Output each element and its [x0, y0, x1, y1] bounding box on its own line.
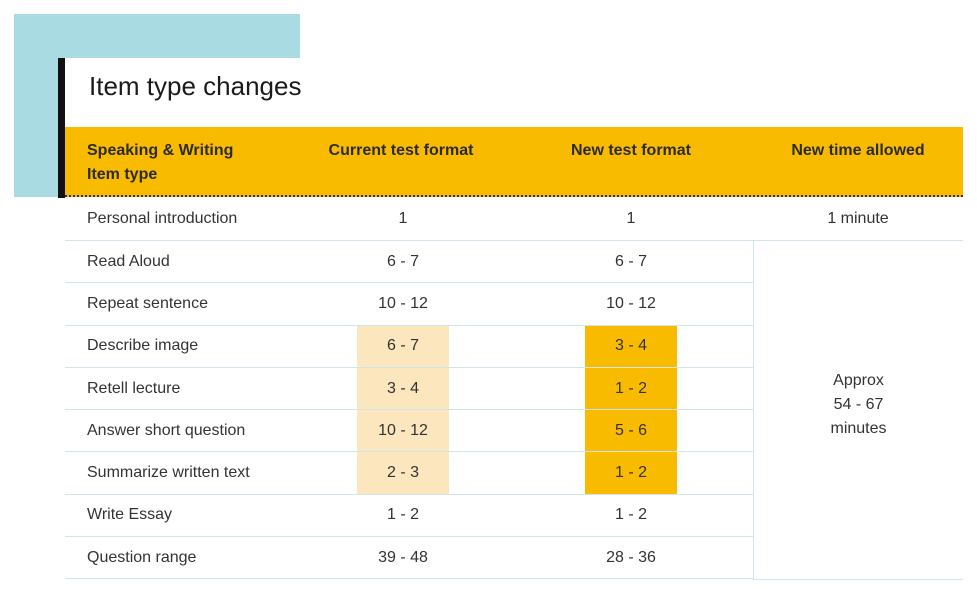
new-format-cell: 6 - 7 — [614, 252, 647, 270]
item-type-table: Speaking & Writing Item type Current tes… — [65, 127, 963, 580]
header-current-format: Current test format — [328, 142, 474, 159]
item-type-cell: Describe image — [87, 337, 199, 355]
current-format-cell: 10 - 12 — [378, 294, 428, 312]
table-header: Speaking & Writing Item type Current tes… — [65, 127, 963, 197]
new-format-cell: 28 - 36 — [606, 548, 656, 566]
card-accent-bar — [58, 58, 65, 198]
current-format-cell-highlighted: 2 - 3 — [357, 452, 449, 494]
current-format-cell-highlighted: 10 - 12 — [357, 410, 449, 452]
item-type-cell: Question range — [87, 548, 197, 566]
table-row: Describe image 6 - 7 3 - 4 — [65, 325, 963, 368]
table-row: Repeat sentence 10 - 12 10 - 12 — [65, 283, 963, 326]
item-type-cell: Summarize written text — [87, 464, 250, 482]
current-format-cell: 6 - 7 — [386, 252, 419, 270]
new-format-cell-highlighted: 5 - 6 — [585, 410, 677, 452]
item-type-cell: Write Essay — [87, 506, 173, 524]
header-item-type-line1: Speaking & Writing — [87, 142, 234, 159]
approx-time-line2: 54 - 67 — [833, 396, 884, 413]
new-format-cell: 1 — [626, 209, 636, 227]
approx-time-line3: minutes — [830, 420, 887, 437]
item-type-cell: Personal introduction — [87, 209, 238, 227]
new-format-cell: 1 - 2 — [614, 506, 647, 524]
new-format-cell: 10 - 12 — [606, 294, 656, 312]
header-time-allowed: New time allowed — [791, 142, 925, 159]
page-title: Item type changes — [89, 71, 302, 101]
table-row-total: Question range 39 - 48 28 - 36 — [65, 537, 963, 580]
header-item-type: Speaking & Writing Item type — [87, 139, 317, 187]
current-format-cell-highlighted: 3 - 4 — [357, 367, 449, 410]
item-type-cell: Retell lecture — [87, 379, 181, 397]
table-row: Read Aloud 6 - 7 6 - 7 — [65, 241, 963, 284]
new-format-cell-highlighted: 1 - 2 — [585, 452, 677, 494]
item-type-cell: Repeat sentence — [87, 294, 208, 312]
item-type-cell: Read Aloud — [87, 252, 170, 270]
item-type-cell: Answer short question — [87, 421, 246, 439]
merged-time-cell: Approx 54 - 67 minutes — [753, 241, 963, 580]
new-format-cell-highlighted: 1 - 2 — [585, 367, 677, 410]
table-row: Summarize written text 2 - 3 1 - 2 — [65, 452, 963, 495]
current-format-cell: 1 — [398, 209, 408, 227]
current-format-cell: 1 - 2 — [386, 506, 419, 524]
current-format-cell-highlighted: 6 - 7 — [357, 325, 449, 367]
time-allowed-cell: 1 minute — [827, 209, 889, 227]
header-new-format: New test format — [570, 142, 692, 159]
header-item-type-line2: Item type — [87, 166, 158, 183]
approx-time-line1: Approx — [833, 372, 884, 389]
table-row: Retell lecture 3 - 4 1 - 2 — [65, 367, 963, 411]
current-format-cell: 39 - 48 — [378, 548, 428, 566]
table-row: Write Essay 1 - 2 1 - 2 — [65, 495, 963, 538]
new-format-cell-highlighted: 3 - 4 — [585, 325, 677, 367]
table-row: Answer short question 10 - 12 5 - 6 — [65, 410, 963, 453]
approx-time-text: Approx 54 - 67 minutes — [754, 369, 963, 441]
table-row: Personal introduction 1 1 1 minute — [65, 197, 963, 241]
